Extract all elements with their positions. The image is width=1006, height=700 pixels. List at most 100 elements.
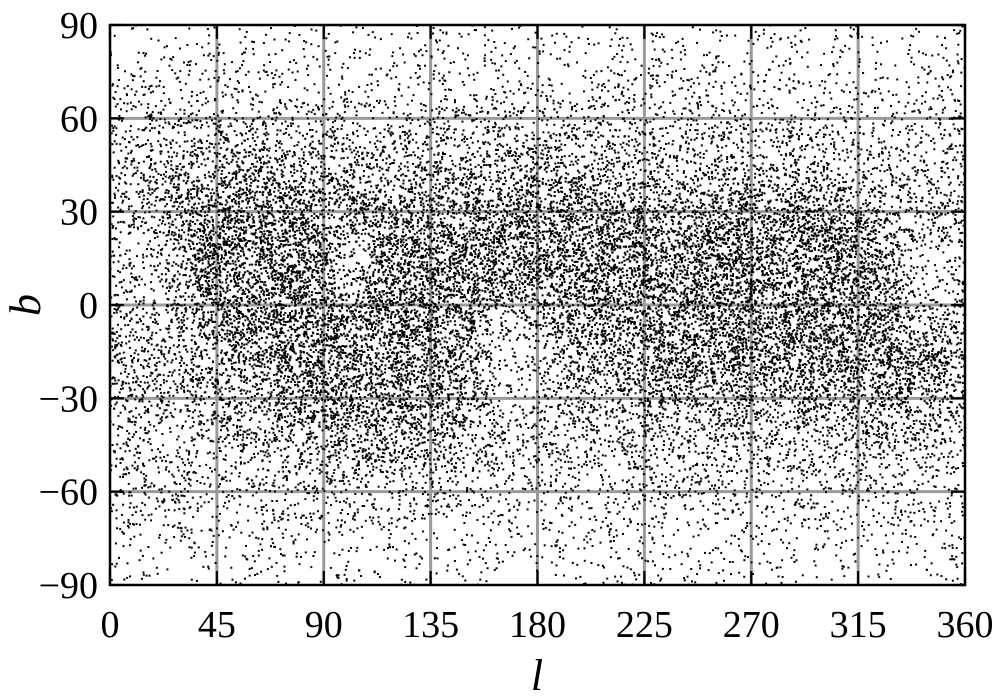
data-point <box>526 277 529 280</box>
data-point <box>299 288 302 291</box>
data-point <box>203 311 206 314</box>
data-point <box>385 277 388 280</box>
data-point <box>839 367 842 370</box>
data-point <box>321 398 324 401</box>
data-point <box>371 395 374 398</box>
data-point <box>720 386 723 389</box>
data-point <box>728 317 731 320</box>
data-point <box>365 323 368 326</box>
data-point <box>258 375 261 378</box>
data-point <box>321 406 324 409</box>
data-point <box>884 192 887 195</box>
data-point <box>368 225 371 228</box>
data-point <box>746 183 749 186</box>
data-point <box>248 223 251 226</box>
data-point <box>929 233 932 236</box>
data-point <box>207 437 210 440</box>
data-point <box>565 310 568 313</box>
data-point <box>885 247 887 250</box>
data-point <box>794 158 797 161</box>
data-point <box>839 336 842 339</box>
data-point <box>346 407 349 410</box>
data-point <box>438 369 440 372</box>
data-point <box>865 92 867 95</box>
data-point <box>434 340 437 343</box>
data-point <box>341 77 344 80</box>
data-point <box>648 449 651 452</box>
data-point <box>451 109 454 112</box>
data-point <box>792 218 795 221</box>
data-point <box>564 289 566 292</box>
data-point <box>724 486 727 489</box>
data-point <box>785 84 788 87</box>
data-point <box>824 230 827 233</box>
data-point <box>552 102 555 105</box>
data-point <box>770 234 773 237</box>
data-point <box>334 485 337 488</box>
data-point <box>879 316 882 319</box>
data-point <box>614 498 617 501</box>
data-point <box>830 220 833 223</box>
data-point <box>883 351 886 354</box>
data-point <box>379 386 382 389</box>
data-point <box>826 176 829 179</box>
data-point <box>462 461 465 464</box>
data-point <box>261 281 264 284</box>
data-point <box>686 364 689 367</box>
data-point <box>741 436 744 439</box>
data-point <box>441 337 444 340</box>
data-point <box>300 523 303 525</box>
data-point <box>610 522 613 525</box>
data-point <box>675 380 678 383</box>
data-point <box>856 221 859 223</box>
data-point <box>219 582 222 585</box>
data-point <box>622 438 625 441</box>
data-point <box>751 488 754 491</box>
data-point <box>951 534 953 537</box>
data-point <box>317 45 320 48</box>
data-point <box>588 267 591 270</box>
data-point <box>641 425 644 427</box>
data-point <box>695 260 698 263</box>
data-point <box>697 338 700 341</box>
data-point <box>780 282 783 284</box>
data-point <box>955 563 958 566</box>
data-point <box>162 444 164 447</box>
data-point <box>259 361 262 364</box>
data-point <box>366 345 369 348</box>
data-point <box>339 371 342 374</box>
data-point <box>642 313 644 316</box>
data-point <box>417 220 420 223</box>
data-point <box>236 424 239 427</box>
data-point <box>654 355 657 358</box>
data-point <box>810 234 813 237</box>
data-point <box>815 238 818 241</box>
data-point <box>599 317 602 320</box>
data-point <box>253 452 255 455</box>
data-point <box>705 463 708 466</box>
data-point <box>677 427 680 430</box>
data-point <box>112 151 115 154</box>
data-point <box>771 246 773 249</box>
data-point <box>122 351 125 354</box>
data-point <box>717 367 720 370</box>
data-point <box>910 233 913 236</box>
data-point <box>479 319 482 322</box>
data-point <box>353 342 355 345</box>
data-point <box>687 302 689 305</box>
data-point <box>285 475 288 477</box>
data-point <box>718 255 721 258</box>
data-point <box>448 446 451 449</box>
data-point <box>752 283 755 286</box>
data-point <box>532 260 535 263</box>
data-point <box>798 360 801 363</box>
data-point <box>192 207 195 210</box>
data-point <box>200 395 203 397</box>
data-point <box>691 189 694 192</box>
data-point <box>313 268 316 271</box>
data-point <box>962 290 965 293</box>
data-point <box>416 266 419 269</box>
data-point <box>502 304 505 307</box>
data-point <box>451 205 453 208</box>
data-point <box>722 332 724 334</box>
